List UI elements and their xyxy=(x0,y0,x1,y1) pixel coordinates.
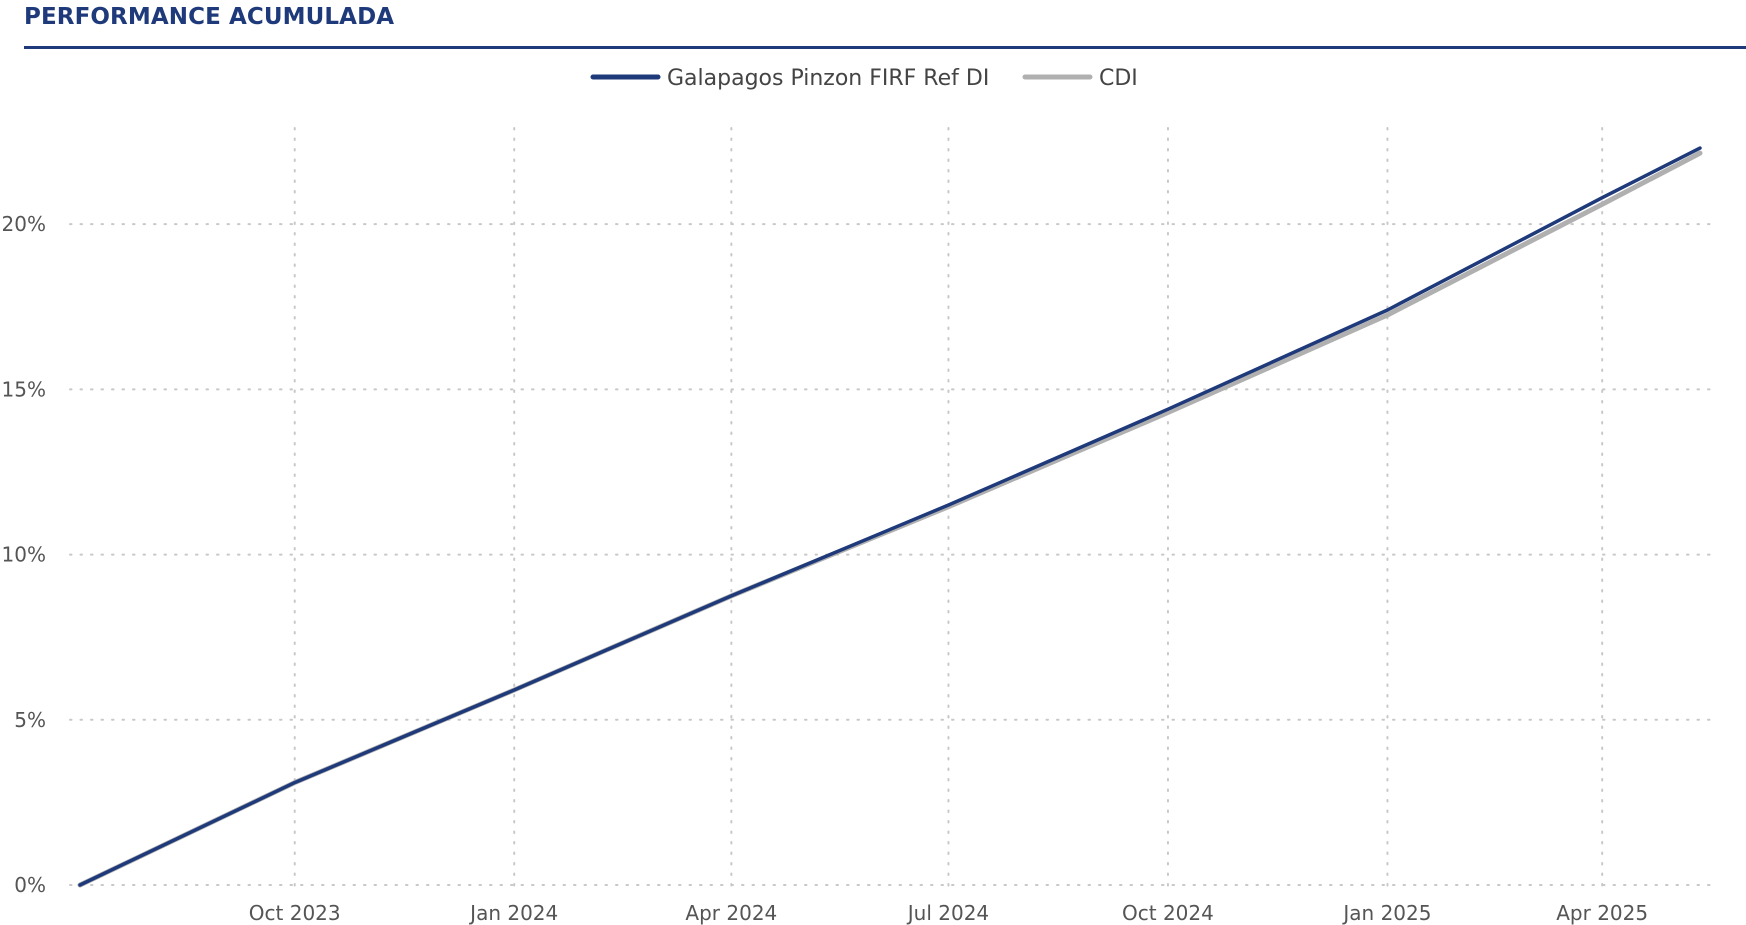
x-tick-label: Apr 2025 xyxy=(1556,901,1648,925)
x-tick-label: Jul 2024 xyxy=(906,901,989,925)
x-tick-label: Jan 2025 xyxy=(1341,901,1431,925)
legend-label-cdi: CDI xyxy=(1099,66,1138,91)
legend-label-fund: Galapagos Pinzon FIRF Ref DI xyxy=(667,66,989,91)
x-tick-label: Apr 2024 xyxy=(685,901,777,925)
axis-ticks: 0% 5% 10% 15% 20% Oct 2023 Jan 2024 Apr 2024 Jul… xyxy=(2,212,1649,925)
x-tick-label: Jan 2024 xyxy=(468,901,558,925)
y-tick-label: 10% xyxy=(2,543,46,567)
series-line-cdi xyxy=(77,150,1703,888)
y-tick-label: 0% xyxy=(14,873,46,897)
y-tick-label: 15% xyxy=(2,377,46,401)
gridlines xyxy=(69,127,1711,889)
y-tick-label: 20% xyxy=(2,212,46,236)
series-line-fund xyxy=(78,146,1702,887)
x-tick-label: Oct 2023 xyxy=(249,901,341,925)
chart-header: PERFORMANCE ACUMULADA xyxy=(24,0,1746,49)
legend: Galapagos Pinzon FIRF Ref DI CDI xyxy=(590,66,1138,91)
x-tick-label: Oct 2024 xyxy=(1122,901,1214,925)
y-tick-label: 5% xyxy=(14,708,46,732)
chart-title: PERFORMANCE ACUMULADA xyxy=(24,4,395,30)
series-lines xyxy=(77,146,1703,888)
